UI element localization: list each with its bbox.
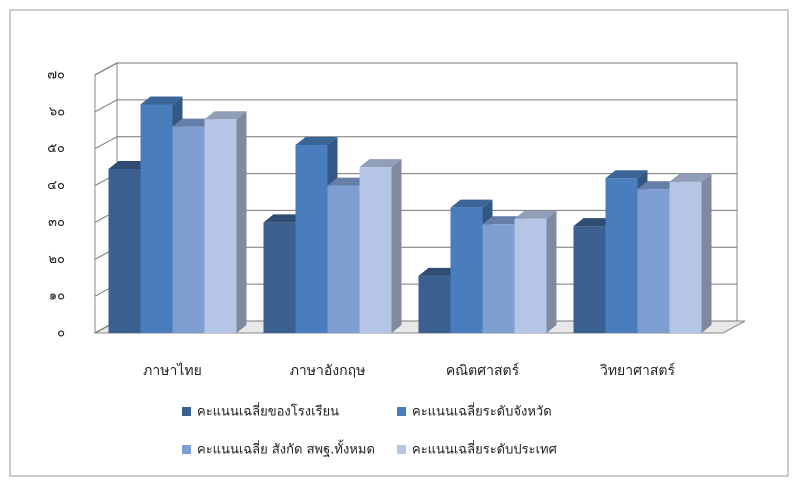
x-tick-label: วิทยาศาสตร์ xyxy=(600,362,676,379)
bar-top xyxy=(482,216,525,225)
y-tick-label: ๗๐ xyxy=(47,68,65,83)
legend-swatch xyxy=(397,445,406,454)
legend-label: คะแนนเฉลี่ยระดับประเทศ xyxy=(412,441,558,458)
bar-top xyxy=(204,111,247,120)
bar xyxy=(359,167,392,333)
y-tick-label: ๕๐ xyxy=(47,141,65,156)
y-tick-label: ๓๐ xyxy=(48,215,65,230)
bar-side xyxy=(701,173,712,333)
legend-swatch xyxy=(182,445,191,454)
bar xyxy=(450,207,483,333)
bar-top xyxy=(573,218,616,227)
bar xyxy=(573,226,606,333)
bar-top xyxy=(140,96,183,105)
y-tick-label: ๑๐ xyxy=(49,289,65,304)
bar-top xyxy=(263,214,306,223)
bar xyxy=(204,119,237,333)
grid-line-side xyxy=(94,62,118,76)
y-tick-label: ๔๐ xyxy=(47,178,65,193)
y-tick-label: ๐ xyxy=(57,326,65,341)
legend-label: คะแนนเฉลี่ยระดับจังหวัด xyxy=(412,403,552,420)
bar-top xyxy=(605,170,648,179)
bar xyxy=(637,189,670,333)
bar-top xyxy=(669,173,712,182)
legend-swatch xyxy=(397,407,406,416)
bar-top xyxy=(295,137,338,146)
bar-top xyxy=(637,181,680,190)
bar-top xyxy=(514,210,557,219)
bar xyxy=(140,104,173,333)
legend-label: คะแนนเฉลี่ยของโรงเรียน xyxy=(197,403,339,420)
bar xyxy=(295,145,328,333)
bar-side xyxy=(391,159,402,333)
bar xyxy=(327,185,360,333)
bar xyxy=(418,275,451,333)
bar-side xyxy=(546,210,557,333)
bar xyxy=(669,181,702,333)
legend-swatch xyxy=(182,407,191,416)
bar-top xyxy=(450,199,493,208)
bar xyxy=(263,222,296,333)
bar-side xyxy=(236,111,247,333)
bar-top xyxy=(418,267,461,276)
bar-top xyxy=(108,160,151,169)
y-tick-label: ๖๐ xyxy=(49,104,65,119)
y-tick-label: ๒๐ xyxy=(48,252,65,267)
bar-top xyxy=(172,118,215,127)
grid-line-side xyxy=(94,136,118,150)
x-tick-label: คณิตศาสตร์ xyxy=(446,362,520,379)
bar xyxy=(172,126,205,333)
bar xyxy=(108,168,141,333)
x-tick-label: ภาษาอังกฤษ xyxy=(290,363,366,379)
bar xyxy=(514,218,547,333)
legend-label: คะแนนเฉลี่ย สังกัด สพฐ.ทั้งหมด xyxy=(197,440,375,458)
bar xyxy=(482,224,515,333)
x-tick-label: ภาษาไทย xyxy=(143,362,202,379)
bar-top xyxy=(327,177,370,186)
bar-top xyxy=(359,159,402,168)
grid-line-side xyxy=(94,99,118,113)
bar xyxy=(605,178,638,333)
